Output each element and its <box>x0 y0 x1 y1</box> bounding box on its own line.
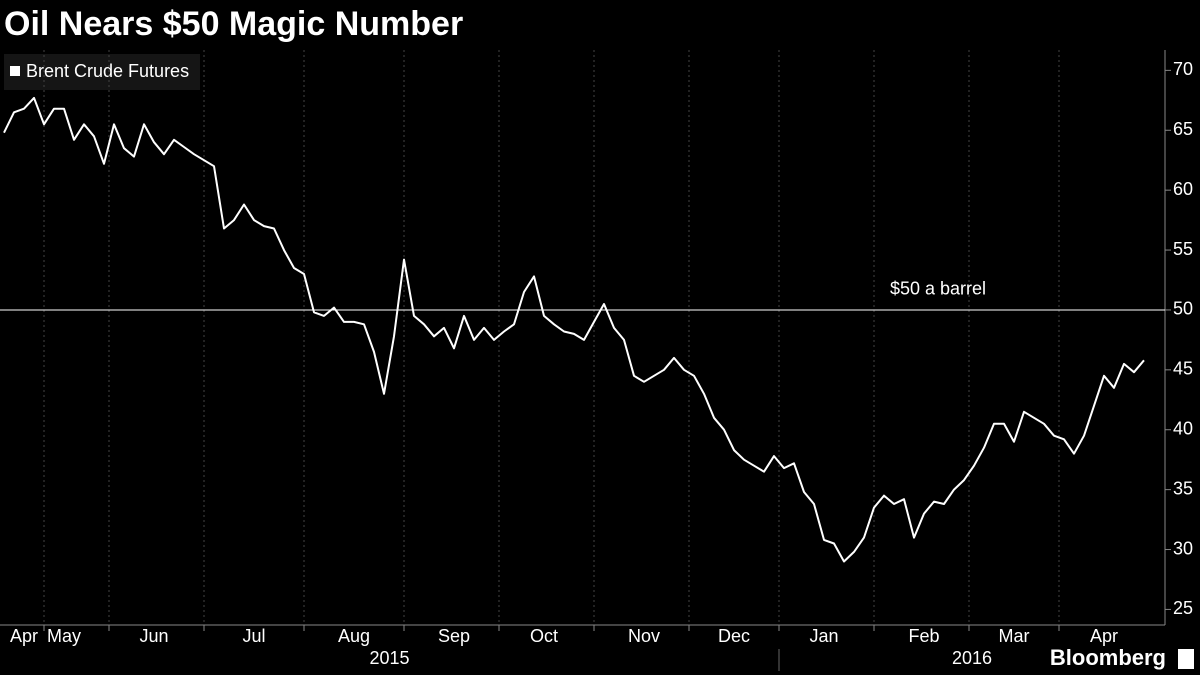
y-tick-label: 40 <box>1173 418 1193 438</box>
legend-label: Brent Crude Futures <box>26 61 189 81</box>
y-tick-label: 25 <box>1173 598 1193 618</box>
chart-title: Oil Nears $50 Magic Number <box>4 5 463 43</box>
y-tick-label: 35 <box>1173 478 1193 498</box>
year-label: 2015 <box>369 648 409 668</box>
y-tick-label: 30 <box>1173 538 1193 558</box>
x-tick-label: Nov <box>628 626 660 646</box>
y-tick-label: 50 <box>1173 299 1193 319</box>
x-tick-label: Oct <box>530 626 558 646</box>
x-tick-label: Mar <box>999 626 1030 646</box>
x-tick-label: May <box>47 626 81 646</box>
y-tick-label: 55 <box>1173 239 1193 259</box>
y-tick-label: 60 <box>1173 179 1193 199</box>
x-tick-label: Aug <box>338 626 370 646</box>
x-tick-label: Dec <box>718 626 750 646</box>
legend-box <box>4 54 200 90</box>
logo-icon <box>1178 649 1194 669</box>
x-tick-label: Jun <box>139 626 168 646</box>
reference-label: $50 a barrel <box>890 279 986 299</box>
x-tick-label: Sep <box>438 626 470 646</box>
source: Bloomberg <box>1050 645 1166 670</box>
x-tick-label: Jul <box>242 626 265 646</box>
legend-swatch <box>10 66 20 76</box>
y-tick-label: 65 <box>1173 119 1193 139</box>
year-label: 2016 <box>952 648 992 668</box>
x-tick-label: Apr <box>10 626 38 646</box>
x-tick-label: Apr <box>1090 626 1118 646</box>
x-tick-label: Feb <box>908 626 939 646</box>
line-series <box>3 96 1145 563</box>
y-tick-label: 70 <box>1173 59 1193 79</box>
y-tick-label: 45 <box>1173 359 1193 379</box>
x-tick-label: Jan <box>809 626 838 646</box>
